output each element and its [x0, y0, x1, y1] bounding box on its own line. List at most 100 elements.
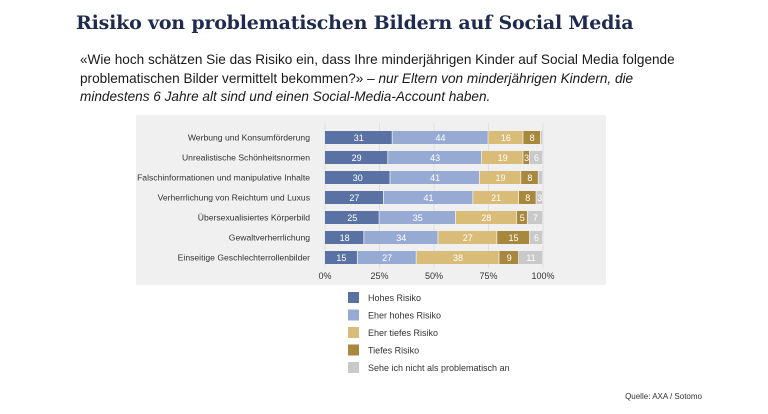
- category-label: Verherrlichung von Reichtum und Luxus: [158, 193, 310, 203]
- x-tick-label: 50%: [425, 271, 443, 281]
- legend-swatch: [348, 292, 359, 303]
- bar-segment: [481, 151, 523, 164]
- bar-value-label: 29: [352, 153, 362, 163]
- bar-value-label: 8: [525, 193, 530, 203]
- bar-value-label: 38: [453, 253, 463, 263]
- bar-segment: [527, 211, 543, 224]
- bar-segment: [416, 251, 499, 264]
- bar-value-label: 8: [530, 133, 535, 143]
- bar-value-label: 6: [534, 233, 539, 243]
- bar-segment: [523, 151, 530, 164]
- bar-value-label: 9: [507, 253, 512, 263]
- bar-segment: [325, 171, 390, 184]
- legend-label: Sehe ich nicht als problematisch an: [368, 363, 510, 373]
- bar-value-label: 5: [520, 213, 525, 223]
- bar-segment: [497, 231, 530, 244]
- bar-value-label: 18: [340, 233, 350, 243]
- legend-swatch: [348, 344, 359, 356]
- bar-value-label: 15: [336, 253, 346, 263]
- chart-subtitle: «Wie hoch schätzen Sie das Risiko ein, d…: [80, 51, 680, 107]
- legend-label: Hohes Risiko: [368, 293, 421, 303]
- bar-segment: [519, 191, 536, 204]
- legend-label: Eher tiefes Risiko: [368, 328, 438, 338]
- bar-segment: [383, 191, 473, 204]
- bar-segment: [529, 151, 543, 164]
- bar-value-label: 28: [481, 213, 491, 223]
- category-label: Unrealistische Schönheitsnormen: [182, 153, 310, 163]
- bar-value-label: 19: [498, 153, 508, 163]
- category-label: Falschinformationen und manipulative Inh…: [137, 173, 310, 183]
- bar-value-label: 19: [495, 173, 505, 183]
- bar-value-label: 3: [524, 153, 529, 163]
- x-tick-label: 0%: [318, 271, 331, 281]
- bars-layer: 31 44 16 829 43 19 3 630 41 19 827 41 21 8 325 35 28 5 718…: [325, 131, 542, 264]
- bar-segment: [438, 231, 497, 244]
- bar-segment: [325, 191, 384, 204]
- subtitle-quote: «Wie hoch schätzen Sie das Risiko ein, d…: [80, 52, 675, 86]
- legend-swatch: [348, 327, 359, 338]
- bar-value-label: 16: [501, 133, 511, 143]
- bar-segment: [529, 231, 543, 244]
- bar-value-label: 41: [424, 193, 434, 203]
- legend-label: Eher hohes Risiko: [368, 311, 441, 321]
- bar-segment: [516, 211, 527, 224]
- subtitle-dash: –: [363, 70, 379, 86]
- category-label: Werbung und Konsumförderung: [188, 133, 310, 143]
- bar-segment: [357, 251, 416, 264]
- bar-value-label: 27: [382, 253, 392, 263]
- legend: Hohes Risiko Eher hohes Risiko Eher tiefes…: [348, 292, 510, 373]
- category-label: Einseitige Geschlechterrollenbilder: [178, 253, 310, 263]
- bar-segment: [388, 151, 482, 164]
- bar-segment: [455, 211, 517, 224]
- bar-value-label: 11: [526, 253, 535, 263]
- bar-segment: [473, 191, 519, 204]
- legend-label: Tiefes Risiko: [368, 346, 419, 356]
- bar-value-label: 30: [353, 173, 363, 183]
- bar-segment: [325, 251, 357, 264]
- subtitle-note: nur Eltern von minderjährigen Kindern, d…: [80, 70, 634, 105]
- category-labels: Werbung und Konsumförderung Unrealistisch…: [137, 133, 310, 263]
- bar-value-label: 7: [533, 213, 538, 223]
- bar-segment: [538, 171, 543, 184]
- x-tick-label: 100%: [531, 271, 554, 281]
- bar-value-label: 21: [491, 193, 501, 203]
- bar-value-label: 35: [413, 213, 423, 223]
- bar-value-label: 15: [509, 233, 519, 243]
- bar-segment: [325, 131, 392, 144]
- bar-value-label: 31: [354, 133, 364, 143]
- bar-value-label: 3: [537, 193, 542, 203]
- bar-segment: [536, 191, 543, 204]
- bar-segment: [390, 171, 479, 184]
- x-tick-label: 25%: [370, 271, 388, 281]
- bar-value-label: 27: [349, 193, 359, 203]
- bar-segment: [521, 171, 538, 184]
- bar-value-label: 8: [527, 173, 532, 183]
- bar-segment: [325, 211, 379, 224]
- bar-value-label: 44: [436, 133, 446, 143]
- bar-value-label: 6: [534, 153, 539, 163]
- bar-segment: [392, 131, 488, 144]
- legend-swatch: [348, 309, 359, 321]
- bar-value-label: 43: [430, 153, 440, 163]
- bar-segment: [364, 231, 438, 244]
- bar-segment: [519, 251, 543, 264]
- bar-value-label: 25: [347, 213, 357, 223]
- category-label: Gewaltverherrlichung: [229, 233, 310, 243]
- bar-segment: [325, 151, 388, 164]
- bar-segment: [499, 251, 519, 264]
- bar-segment: [479, 171, 521, 184]
- source-note: Quelle: AXA / Sotomo: [625, 392, 702, 401]
- x-tick-labels: 0% 25% 50% 75% 100%: [318, 271, 554, 281]
- bar-value-label: 41: [430, 173, 440, 183]
- bar-value-label: 34: [396, 233, 406, 243]
- bar-segment: [325, 231, 364, 244]
- bar-segment: [488, 131, 523, 144]
- legend-swatch: [348, 362, 359, 373]
- bar-segment: [523, 131, 541, 144]
- x-tick-label: 75%: [479, 271, 497, 281]
- bar-segment: [379, 211, 455, 224]
- bar-value-label: 27: [463, 233, 473, 243]
- category-label: Übersexualisiertes Körperbild: [198, 213, 310, 223]
- chart-title: Risiko von problematischen Bildern auf S…: [76, 12, 634, 34]
